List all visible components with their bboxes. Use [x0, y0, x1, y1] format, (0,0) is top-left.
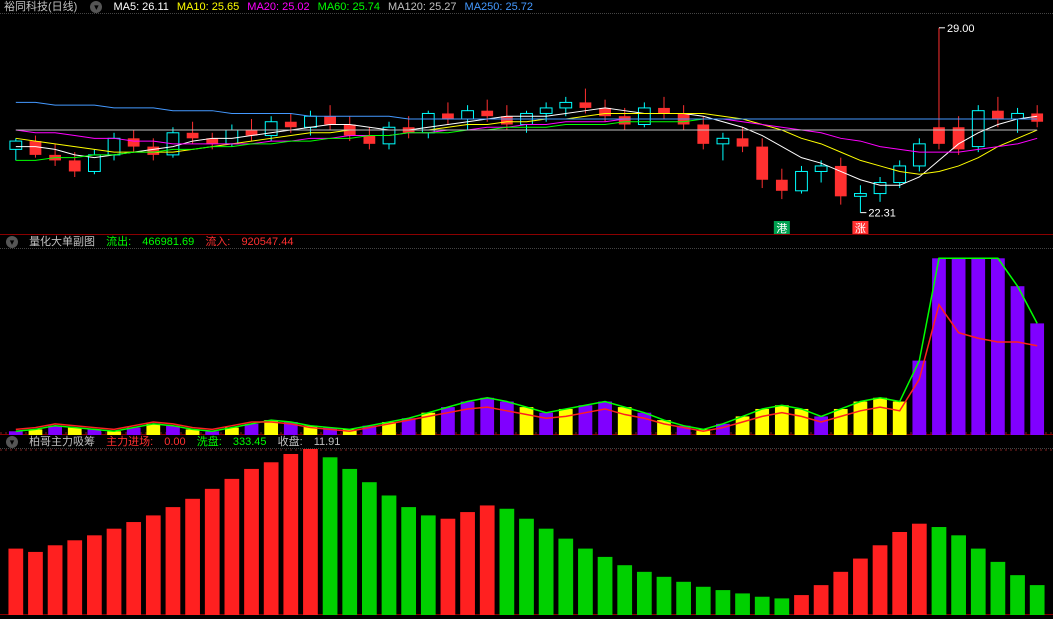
outflow-value: 466981.69: [142, 236, 194, 248]
main-value: 0.00: [164, 436, 185, 448]
candlestick-panel[interactable]: 裕同科技(日线) ▾ MA5: 26.11 MA10: 25.65 MA20: 25…: [0, 0, 1053, 235]
ma-label: MA120: 25.27: [388, 1, 457, 13]
wash-label: 洗盘:: [197, 436, 222, 448]
volume-indicator-chart[interactable]: [0, 249, 1053, 435]
main-force-panel[interactable]: ▾ 柏哥主力吸筹 主力进场: 0.00 洗盘: 333.45 收盘: 11.91: [0, 435, 1053, 615]
panel2-title: 量化大单副图: [29, 236, 95, 248]
inflow-label: 流入:: [205, 236, 230, 248]
panel1-header: 裕同科技(日线) ▾ MA5: 26.11 MA10: 25.65 MA20: 25…: [0, 0, 1053, 14]
svg-text:29.00: 29.00: [947, 23, 975, 35]
main-force-chart[interactable]: [0, 449, 1053, 615]
expand-icon[interactable]: ▾: [6, 436, 18, 448]
svg-text:22.31: 22.31: [868, 208, 896, 220]
volume-indicator-panel[interactable]: ▾ 量化大单副图 流出: 466981.69 流入: 920547.44: [0, 235, 1053, 435]
svg-text:涨: 涨: [855, 222, 866, 235]
ma-label: MA20: 25.02: [247, 1, 309, 13]
ma-label: MA60: 25.74: [318, 1, 380, 13]
inflow-value: 920547.44: [241, 236, 293, 248]
outflow-label: 流出:: [106, 236, 131, 248]
wash-value: 333.45: [233, 436, 267, 448]
expand-icon[interactable]: ▾: [6, 236, 18, 248]
panel3-header: ▾ 柏哥主力吸筹 主力进场: 0.00 洗盘: 333.45 收盘: 11.91: [0, 435, 1053, 449]
candlestick-chart[interactable]: 29.00 22.31 港 涨: [0, 14, 1053, 235]
panel3-title: 柏哥主力吸筹: [29, 436, 95, 448]
svg-text:港: 港: [776, 222, 787, 235]
ma-label: MA5: 26.11: [113, 1, 168, 13]
stock-title: 裕同科技(日线): [4, 1, 77, 13]
ma-label: MA10: 25.65: [177, 1, 239, 13]
ma-label: MA250: 25.72: [465, 1, 534, 13]
close-label: 收盘:: [278, 436, 303, 448]
expand-icon[interactable]: ▾: [90, 1, 102, 13]
close-value: 11.91: [314, 436, 341, 448]
main-label: 主力进场:: [106, 436, 153, 448]
panel2-header: ▾ 量化大单副图 流出: 466981.69 流入: 920547.44: [0, 235, 1053, 249]
